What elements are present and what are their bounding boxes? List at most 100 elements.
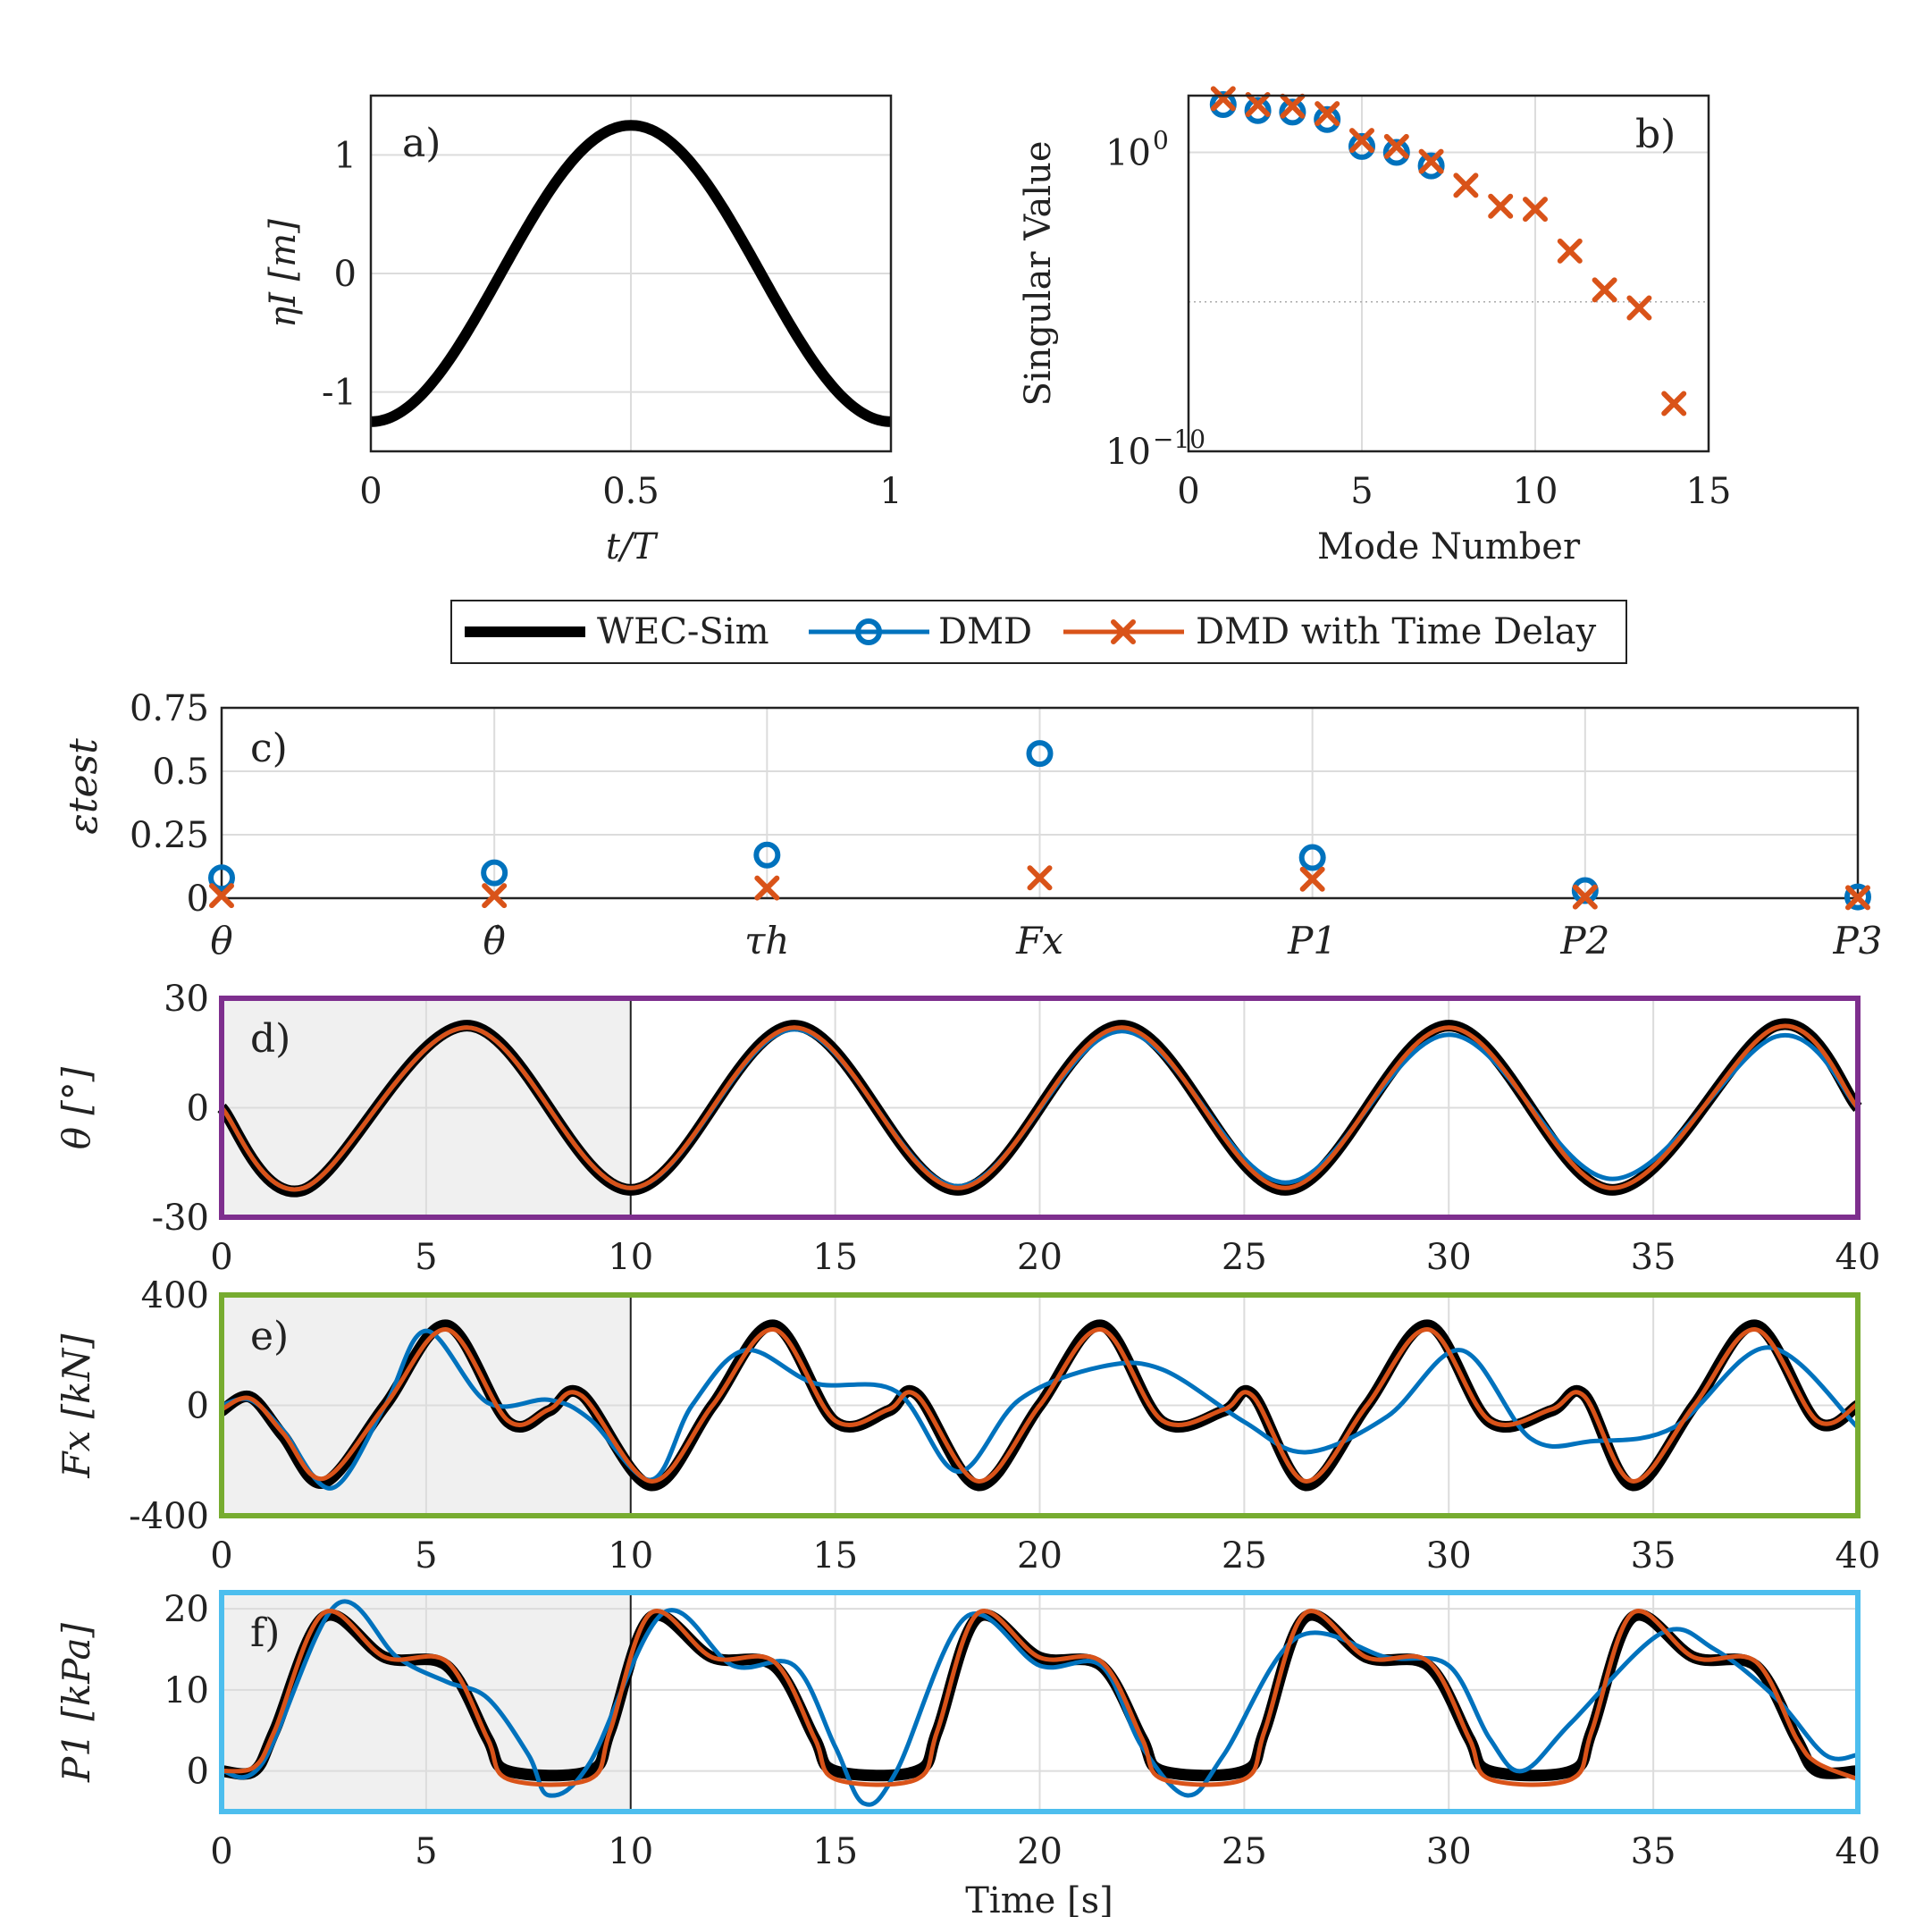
e-frame: [219, 1292, 1861, 1518]
c-category-label: θ̇: [483, 919, 506, 963]
d-xtick-label: 5: [415, 1237, 437, 1278]
legend-dmd-marker: [855, 618, 882, 645]
legend-dmdtd-label: DMD with Time Delay: [1196, 611, 1597, 652]
b-xtick-label: 10: [1513, 471, 1558, 512]
b-dmdtd-point: [1523, 197, 1548, 223]
a-xtick-label: 0: [359, 471, 382, 512]
b-dmd-point: [1348, 132, 1375, 160]
c-ytick-label: 0.5: [152, 752, 209, 793]
b-ytick-base: 10: [1105, 133, 1151, 174]
e-ytick-label: 0: [187, 1386, 209, 1427]
d-xtick-label: 10: [608, 1237, 653, 1278]
b-dmd-point: [1417, 152, 1445, 180]
f-ytick-label: 20: [164, 1589, 209, 1630]
c-dmdtd-point: [1299, 866, 1325, 892]
e-ytick-label: 400: [141, 1275, 209, 1316]
d-xtick-label: 0: [210, 1237, 232, 1278]
d-ytick-label: 0: [187, 1089, 209, 1130]
a-xtick-label: 0.5: [602, 471, 659, 512]
c-category-label: P1: [1287, 919, 1337, 963]
b-ytick-base: 10: [1105, 432, 1151, 473]
f-xtick-label: 35: [1631, 1831, 1676, 1872]
f-xtick-label: 10: [608, 1831, 653, 1872]
d-ytick-label: 30: [164, 979, 209, 1020]
f-xtick-label: 15: [812, 1831, 858, 1872]
legend-box: [450, 600, 1627, 664]
e-xtick-label: 20: [1017, 1535, 1063, 1576]
a-panel-label: a): [402, 121, 441, 166]
c-dmdtd-point: [1845, 885, 1870, 911]
d-xtick-label: 20: [1017, 1237, 1063, 1278]
d-xtick-label: 35: [1631, 1237, 1676, 1278]
c-dmd-point: [1571, 877, 1599, 904]
c-category-label: P3: [1833, 919, 1883, 963]
b-dmdtd-point: [1453, 172, 1479, 198]
e-dmdtd-series: [220, 1327, 1860, 1484]
a-ytick-label: 0: [334, 254, 357, 295]
b-dmd-point: [1209, 91, 1237, 119]
e-ytick-label: -400: [129, 1496, 209, 1537]
c-category-label: P2: [1559, 919, 1609, 963]
f-dmd-series: [221, 1599, 1859, 1807]
f-dmdtd-series: [221, 1609, 1859, 1787]
legend-dmd-label: DMD: [938, 611, 1032, 652]
b-xtick-label: 15: [1686, 471, 1732, 512]
e-xtick-label: 25: [1222, 1535, 1267, 1576]
c-dmdtd-point: [209, 883, 234, 909]
b-dmd-point: [1382, 139, 1410, 166]
b-panel-label: b): [1635, 112, 1676, 157]
d-xtick-label: 40: [1835, 1237, 1881, 1278]
f-xlabel: Time [s]: [965, 1880, 1113, 1917]
c-ytick-label: 0.75: [130, 688, 209, 729]
c-panel-label: c): [250, 726, 288, 771]
a-ylabel: ηI [m]: [263, 219, 304, 328]
e-xtick-label: 40: [1835, 1535, 1881, 1576]
c-ytick-label: 0.25: [130, 815, 209, 856]
e-xtick-label: 10: [608, 1535, 653, 1576]
f-panel-label: f): [250, 1610, 280, 1656]
b-axes-box: [1187, 94, 1710, 453]
b-dmd-point: [1314, 105, 1341, 133]
c-dmd-point: [481, 859, 508, 887]
f-frame: [219, 1590, 1861, 1814]
d-ylabel: θ [°]: [55, 1066, 98, 1149]
b-dmd-point: [1279, 98, 1306, 126]
c-category-label: θ: [210, 919, 232, 963]
panel-f: 0 5 10 15 20 25 30 35 40 20 10 0 f) P1 [kPa] Time [s]: [55, 1589, 1880, 1917]
f-xtick-label: 30: [1426, 1831, 1472, 1872]
f-xtick-label: 40: [1835, 1831, 1881, 1872]
a-xlabel: t/T: [606, 526, 659, 568]
e-ylabel: Fx [kN]: [55, 1333, 98, 1479]
a-ytick-label: -1: [322, 373, 357, 414]
c-dmd-point: [208, 864, 235, 892]
c-dmd-point: [1844, 883, 1871, 911]
d-panel-label: d): [250, 1016, 290, 1062]
a-xtick-label: 1: [879, 471, 902, 512]
d-xtick-label: 30: [1426, 1237, 1472, 1278]
f-ylabel: P1 [kPa]: [55, 1622, 98, 1783]
f-xtick-label: 5: [415, 1831, 437, 1872]
e-xtick-label: 0: [210, 1535, 232, 1576]
legend: WEC-Sim DMD DMD with Time Delay: [450, 600, 1627, 664]
f-xtick-label: 0: [210, 1831, 232, 1872]
b-dmd-point: [1244, 97, 1272, 124]
panel-c: 0.75 0.5 0.25 0θ θ̇ τh Fx P1 P2 P3 c) εtest: [61, 688, 1882, 963]
c-dmd-point: [1298, 844, 1326, 871]
c-axes-box: [220, 706, 1860, 900]
c-dmd-point: [753, 841, 781, 869]
legend-wecsim-label: WEC-Sim: [597, 611, 769, 652]
c-dmdtd-point: [1572, 884, 1598, 910]
e-xtick-label: 15: [812, 1535, 858, 1576]
f-xtick-label: 25: [1222, 1831, 1267, 1872]
b-dmdtd-point: [1418, 148, 1444, 174]
b-ylabel: Singular Value: [1018, 140, 1059, 406]
b-dmdtd-point: [1557, 238, 1583, 264]
panel-a: 0 0.5 1 1 0 -1 a) t/T ηI [m]: [263, 94, 903, 568]
c-ytick-label: 0: [187, 879, 209, 920]
b-xtick-label: 0: [1177, 471, 1199, 512]
e-xtick-label: 35: [1631, 1535, 1676, 1576]
legend-dmdtd-marker: [1111, 619, 1136, 644]
